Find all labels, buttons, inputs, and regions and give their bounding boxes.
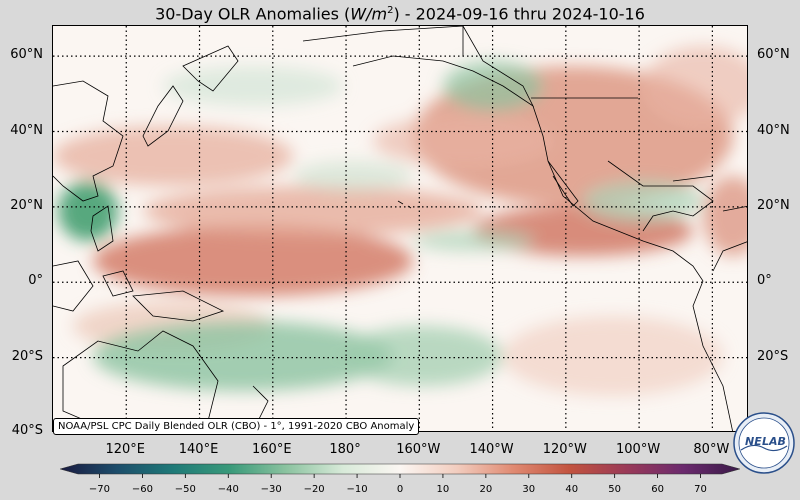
lat-label: 60°N <box>10 47 43 63</box>
lat-label: 40°S <box>11 423 43 438</box>
noaa-psl-logo-icon: NE LAB <box>733 412 795 474</box>
anomaly-patch-positive <box>93 226 413 296</box>
lat-label: 40°N <box>10 122 43 138</box>
colorbar-tick-label: 70 <box>694 484 707 495</box>
coastline-japan <box>142 85 184 147</box>
title-suffix: ) - 2024-09-16 thru 2024-10-16 <box>393 4 645 24</box>
colorbar-tick-label: −70 <box>88 484 111 495</box>
coastline-gulf-mexico <box>607 160 714 232</box>
lat-label: 20°S <box>757 348 789 364</box>
colorbar-tick-label: 50 <box>608 484 622 495</box>
logo-text-top: NE <box>745 435 762 448</box>
lat-label: 40°N <box>757 122 790 138</box>
lat-label: 20°N <box>757 197 790 213</box>
anomaly-patch-negative <box>58 181 118 241</box>
lon-label: 80°W <box>693 442 730 457</box>
lat-label: 20°N <box>10 197 43 213</box>
anomaly-patch-positive <box>643 46 747 126</box>
lon-label: 180° <box>329 442 361 457</box>
title-unit: W/m <box>350 4 388 24</box>
colorbar-tick-label: −20 <box>303 484 325 495</box>
lat-label: 0° <box>757 273 772 289</box>
lon-label: 120°E <box>105 442 146 457</box>
lat-label: 20°S <box>11 348 43 364</box>
coastline-kamchatka <box>182 45 239 92</box>
anomaly-patch-negative <box>163 66 343 106</box>
title-unit-exponent: 2 <box>387 5 394 16</box>
chart-title: 30-Day OLR Anomalies (W/m2) - 2024-09-16… <box>0 0 800 24</box>
coastline-new-guinea <box>132 290 225 322</box>
anomaly-patch-positive <box>373 116 553 166</box>
coastline-baja <box>547 160 579 207</box>
coastline-borneo-indonesia <box>53 260 134 312</box>
lat-label: 60°N <box>757 47 790 63</box>
colorbar-tick-label: −10 <box>346 484 368 495</box>
colorbar-tick-label: −60 <box>131 484 153 495</box>
lat-label: 0° <box>28 273 43 289</box>
coastline-philippines <box>90 205 114 252</box>
gridlines <box>53 26 747 431</box>
coastline-asia <box>53 80 124 202</box>
lon-label: 100°W <box>616 442 661 457</box>
map-panel <box>52 25 748 432</box>
colorbar-tick-label: −30 <box>260 484 282 495</box>
anomaly-patch-negative <box>93 321 393 391</box>
coastline-north-america-west <box>532 105 704 282</box>
anomaly-patch-positive <box>503 316 723 396</box>
lon-label: 160°W <box>396 442 441 457</box>
logo-text-bottom: LAB <box>762 435 786 448</box>
coastline-south-america <box>692 241 747 431</box>
anomaly-patch-negative <box>293 161 413 191</box>
title-prefix: 30-Day OLR Anomalies ( <box>155 4 351 24</box>
lon-label: 140°W <box>469 442 514 457</box>
colorbar-tick-label: 10 <box>436 484 450 495</box>
lon-label: 120°W <box>542 442 587 457</box>
anomaly-patch-negative <box>343 326 503 386</box>
colorbar <box>60 463 740 478</box>
anomaly-patch-positive <box>143 186 483 236</box>
colorbar-tick-label: 60 <box>651 484 664 495</box>
anomaly-field <box>53 46 747 396</box>
colorbar-tick-label: 0 <box>396 484 404 495</box>
colorbar-tickmarks <box>99 474 701 478</box>
colorbar-tick-label: −50 <box>174 484 196 495</box>
coastline-caribbean <box>672 175 747 212</box>
colorbar-tick-label: 40 <box>565 484 579 495</box>
anomaly-patch-negative <box>583 181 703 221</box>
anomaly-patch-negative <box>413 231 533 251</box>
colorbar-tick-label: 30 <box>522 484 536 495</box>
colorbar-tick-label: 20 <box>479 484 493 495</box>
data-source-label: NOAA/PSL CPC Daily Blended OLR (CBO) - 1… <box>53 418 420 435</box>
colorbar-bar <box>60 463 740 475</box>
lon-label: 160°E <box>252 442 292 457</box>
anomaly-patch-positive <box>53 126 293 186</box>
colorbar-tick-label: −40 <box>217 484 239 495</box>
anomaly-map <box>53 26 747 431</box>
anomaly-patch-positive <box>703 176 747 256</box>
lon-label: 140°E <box>178 442 219 457</box>
